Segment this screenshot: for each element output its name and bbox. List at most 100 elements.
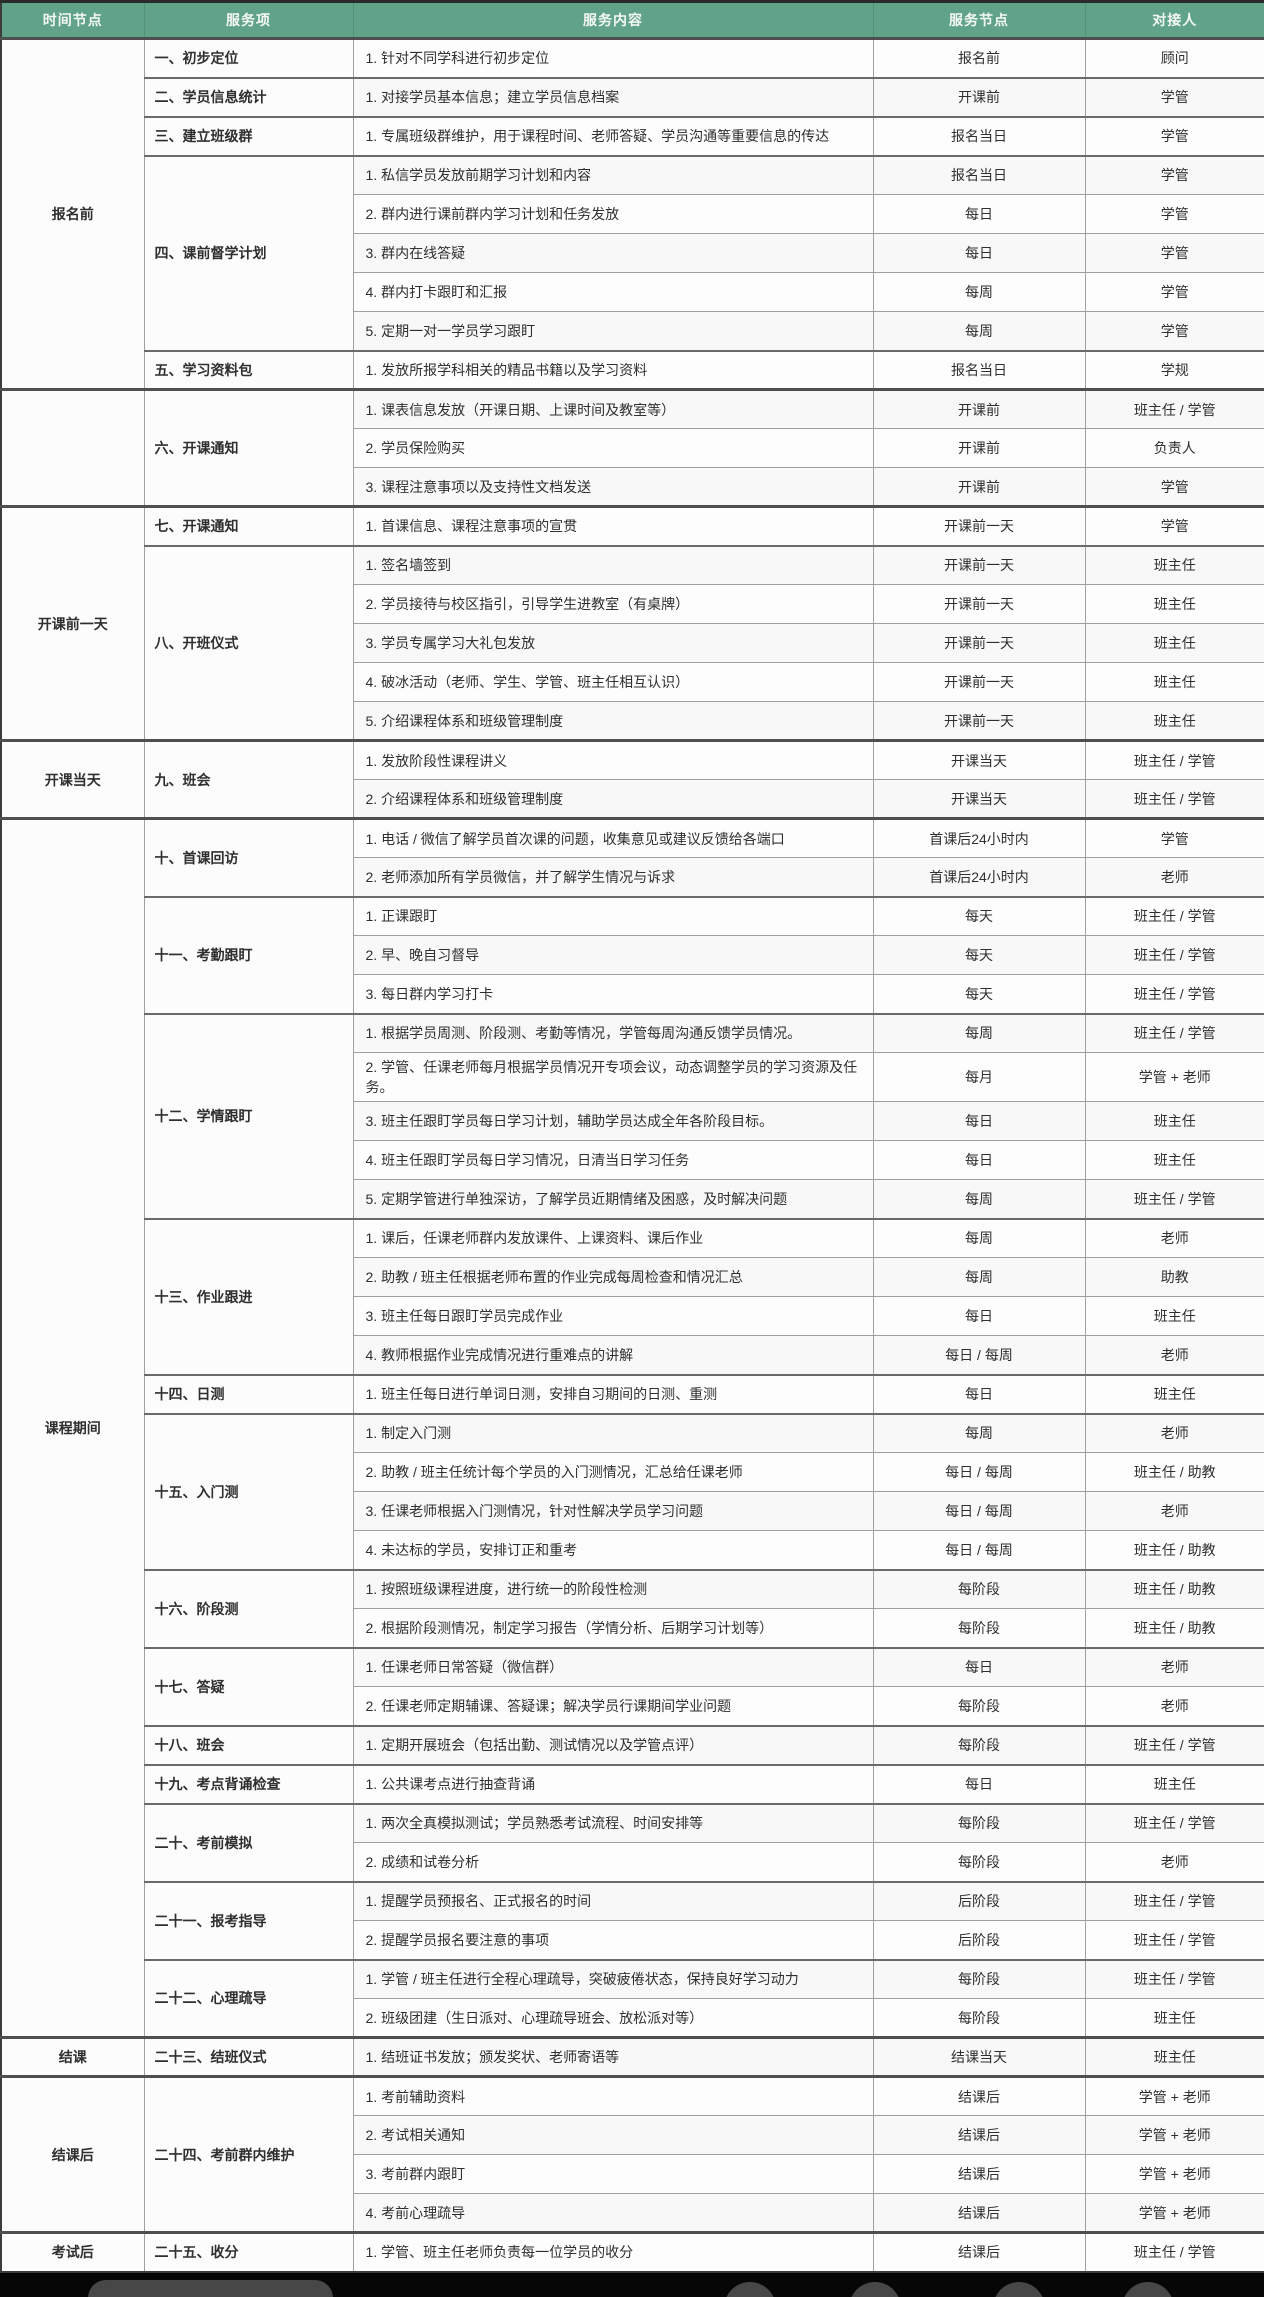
- table-row: 考试后 二十五、收分 1. 学管、班主任老师负责每一位学员的收分 结课后 班主任 / 学…: [0, 2231, 1264, 2273]
- owner-cell: 班主任: [1084, 1140, 1264, 1180]
- table-row: 5. 定期一对一学员学习跟盯 每周 学管: [1, 311, 1264, 351]
- table-row: 十六、阶段测 1. 按照班级课程进度，进行统一的阶段性检测 每阶段 班主任 / 助教: [1, 1568, 1264, 1648]
- owner-cell: 班主任: [1084, 544, 1264, 585]
- owner-cell: 班主任 / 助教: [1084, 1568, 1264, 1609]
- owner-cell: 学管: [1084, 194, 1264, 234]
- service-node-cell: 每日: [872, 194, 1086, 234]
- service-node-cell: 每周: [872, 1412, 1086, 1453]
- cropped-circle-shape: [993, 2281, 1045, 2297]
- table-row: 2. 学员保险购买 开课前 负责人: [1, 428, 1264, 468]
- service-node-cell: 每阶段: [872, 1842, 1086, 1882]
- service-node-cell: 每阶段: [872, 1686, 1086, 1726]
- owner-cell: 老师: [1084, 857, 1264, 897]
- owner-cell: 班主任: [1084, 1763, 1264, 1804]
- service-content-cell: 3. 学员专属学习大礼包发放: [352, 623, 874, 663]
- table-row: 3. 群内在线答疑 每日 学管: [1, 233, 1264, 273]
- service-content-cell: 2. 学员接待与校区指引，引导学生进教室（有桌牌）: [352, 584, 874, 624]
- owner-cell: 班主任: [1084, 584, 1264, 624]
- table-row: 十五、入门测 1. 制定入门测 每周 老师: [1, 1412, 1264, 1570]
- owner-cell: 学管: [1084, 233, 1264, 273]
- service-content-cell: 2. 学员保险购买: [352, 428, 874, 468]
- service-content-cell: 1. 结班证书发放；颁发奖状、老师寄语等: [352, 2036, 874, 2077]
- service-item-cell: 十七、答疑: [143, 1646, 354, 1726]
- service-node-cell: 每日 / 每周: [872, 1452, 1086, 1492]
- service-node-cell: 每日: [872, 233, 1086, 273]
- owner-cell: 班主任 / 学管: [1084, 1012, 1264, 1053]
- service-content-cell: 3. 考前群内跟盯: [352, 2154, 874, 2194]
- table-row: 十四、日测 1. 班主任每日进行单词日测，安排自习期间的日测、重测 每日 班主任: [1, 1373, 1264, 1414]
- service-content-cell: 1. 制定入门测: [352, 1412, 874, 1453]
- service-content-cell: 5. 定期一对一学员学习跟盯: [352, 311, 874, 351]
- owner-cell: 学规: [1084, 349, 1264, 390]
- table-row: 十一、考勤跟盯 1. 正课跟盯 每天 班主任 / 学管: [1, 895, 1264, 1014]
- owner-cell: 学管 + 老师: [1084, 2154, 1264, 2194]
- service-node-cell: 后阶段: [872, 1880, 1086, 1921]
- service-content-cell: 1. 学管 / 班主任进行全程心理疏导，突破疲倦状态，保持良好学习动力: [352, 1958, 874, 1999]
- table-row: 十三、作业跟进 1. 课后，任课老师群内发放课件、上课资料、课后作业 每周 老师: [1, 1217, 1264, 1375]
- service-node-cell: 开课前: [872, 388, 1086, 429]
- table-row: 2. 任课老师定期辅课、答疑课；解决学员行课期间学业问题 每阶段 老师: [1, 1686, 1264, 1726]
- service-item-cell: 十四、日测: [143, 1373, 354, 1414]
- cropped-pill-shape: [88, 2279, 333, 2297]
- owner-cell: 班主任 / 学管: [1084, 1920, 1264, 1960]
- service-node-cell: 每阶段: [872, 1568, 1086, 1609]
- owner-cell: 负责人: [1084, 428, 1264, 468]
- owner-cell: 班主任 / 助教: [1084, 1608, 1264, 1648]
- owner-cell: 学管: [1084, 76, 1264, 117]
- service-content-cell: 2. 助教 / 班主任根据老师布置的作业完成每周检查和情况汇总: [352, 1257, 874, 1297]
- table-row: 五、学习资料包 1. 发放所报学科相关的精品书籍以及学习资料 报名当日 学规: [1, 349, 1264, 390]
- table-row: 4. 教师根据作业完成情况进行重难点的讲解 每日 / 每周 老师: [1, 1335, 1264, 1375]
- service-content-cell: 2. 老师添加所有学员微信，并了解学生情况与诉求: [352, 857, 874, 897]
- service-content-cell: 4. 教师根据作业完成情况进行重难点的讲解: [352, 1335, 874, 1375]
- service-node-cell: 首课后24小时内: [872, 817, 1086, 858]
- service-item-cell: 十九、考点背诵检查: [143, 1763, 354, 1804]
- cropped-circle-shape: [724, 2281, 776, 2297]
- table-header: 时间节点 服务项 服务内容 服务节点 对接人: [0, 1, 1264, 40]
- service-content-cell: 3. 群内在线答疑: [352, 233, 874, 273]
- owner-cell: 班主任 / 学管: [1084, 895, 1264, 936]
- service-content-cell: 2. 提醒学员报名要注意的事项: [352, 1920, 874, 1960]
- table-row: 2. 考试相关通知 结课后 学管 + 老师: [1, 2115, 1264, 2155]
- table-row: 2. 介绍课程体系和班级管理制度 开课当天 班主任 / 学管: [1, 779, 1264, 819]
- service-node-cell: 报名前: [872, 37, 1086, 78]
- service-item-cell: 二十五、收分: [143, 2231, 354, 2273]
- table-row: 结课后 二十四、考前群内维护 1. 考前辅助资料 结课后 学管 + 老师: [0, 2075, 1264, 2233]
- table-row: 报名前 一、初步定位 1. 针对不同学科进行初步定位 报名前 顾问: [0, 37, 1264, 390]
- owner-cell: 助教: [1084, 1257, 1264, 1297]
- table-row: 2. 根据阶段测情况，制定学习报告（学情分析、后期学习计划等） 每阶段 班主任 / …: [1, 1608, 1264, 1648]
- service-item-cell: 十三、作业跟进: [143, 1217, 354, 1375]
- owner-cell: 老师: [1084, 1686, 1264, 1726]
- table-row: 2. 学员接待与校区指引，引导学生进教室（有桌牌） 开课前一天 班主任: [1, 584, 1264, 624]
- service-content-cell: 3. 课程注意事项以及支持性文档发送: [352, 467, 874, 507]
- owner-cell: 班主任: [1084, 1373, 1264, 1414]
- owner-cell: 学管 + 老师: [1084, 2075, 1264, 2116]
- owner-cell: 学管 + 老师: [1084, 2115, 1264, 2155]
- owner-cell: 班主任 / 学管: [1084, 1724, 1264, 1765]
- owner-cell: 班主任 / 学管: [1084, 1179, 1264, 1219]
- owner-cell: 班主任 / 学管: [1084, 1880, 1264, 1921]
- table-row: 十九、考点背诵检查 1. 公共课考点进行抽查背诵 每日 班主任: [1, 1763, 1264, 1804]
- table-row: 十七、答疑 1. 任课老师日常答疑（微信群） 每日 老师: [1, 1646, 1264, 1726]
- service-item-cell: 十六、阶段测: [143, 1568, 354, 1648]
- service-node-cell: 首课后24小时内: [872, 857, 1086, 897]
- table-body: 报名前 一、初步定位 1. 针对不同学科进行初步定位 报名前 顾问 二、学员信息统计 1. …: [0, 37, 1264, 2273]
- time-node-cell: 结课: [0, 2036, 145, 2077]
- table-row: 课程期间 十、首课回访 1. 电话 / 微信了解学员首次课的问题，收集意见或建议反馈…: [0, 817, 1264, 2038]
- table-row: 4. 破冰活动（老师、学生、学管、班主任相互认识） 开课前一天 班主任: [1, 662, 1264, 702]
- table-row: 八、开班仪式 1. 签名墙签到 开课前一天 班主任: [1, 544, 1264, 741]
- service-item-cell: 一、初步定位: [143, 37, 354, 78]
- owner-cell: 老师: [1084, 1412, 1264, 1453]
- service-item-cell: 二十一、报考指导: [143, 1880, 354, 1960]
- table-row: 六、开课通知 1. 课表信息发放（开课日期、上课时间及教室等） 开课前 班主任 / 学…: [0, 388, 1264, 507]
- service-content-cell: 1. 根据学员周测、阶段测、考勤等情况，学管每周沟通反馈学员情况。: [352, 1012, 874, 1053]
- time-node-cell: 考试后: [0, 2231, 145, 2273]
- service-item-cell: 二十、考前模拟: [143, 1802, 354, 1882]
- owner-cell: 班主任: [1084, 2036, 1264, 2077]
- service-node-cell: 每周: [872, 272, 1086, 312]
- time-node-cell: [0, 388, 145, 507]
- service-node-cell: 开课前一天: [872, 701, 1086, 741]
- service-item-cell: 十二、学情跟盯: [143, 1012, 354, 1219]
- table-row: 3. 班主任每日跟盯学员完成作业 每日 班主任: [1, 1296, 1264, 1336]
- service-content-cell: 2. 根据阶段测情况，制定学习报告（学情分析、后期学习计划等）: [352, 1608, 874, 1648]
